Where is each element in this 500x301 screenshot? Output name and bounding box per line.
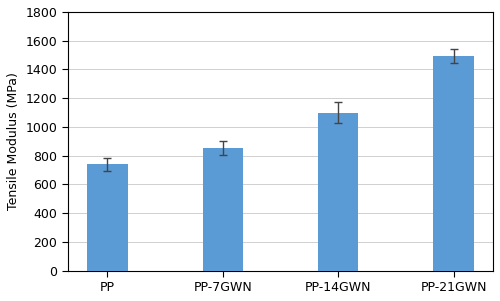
Bar <box>202 148 243 271</box>
Bar <box>318 113 358 271</box>
Bar <box>87 164 128 271</box>
Y-axis label: Tensile Modulus (MPa): Tensile Modulus (MPa) <box>7 72 20 210</box>
Bar <box>434 56 474 271</box>
